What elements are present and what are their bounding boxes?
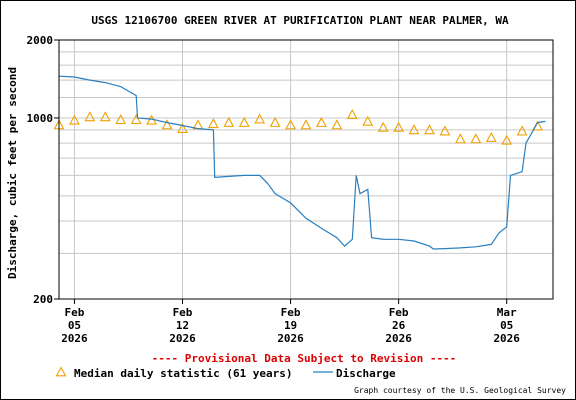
median-marker [393, 121, 405, 132]
x-tick-label: 05 [68, 319, 81, 332]
y-tick-label: 2000 [27, 34, 54, 47]
x-tick-label: 2026 [169, 332, 196, 345]
x-tick-label: 2026 [61, 332, 88, 345]
chart-title: USGS 12106700 GREEN RIVER AT PURIFICATIO… [91, 14, 509, 27]
median-marker [84, 111, 96, 122]
median-marker [130, 114, 142, 125]
median-marker [439, 125, 451, 136]
median-marker [362, 115, 374, 126]
median-marker [223, 116, 235, 127]
median-marker [346, 108, 358, 120]
median-marker [69, 114, 80, 125]
x-tick-label: Feb [65, 306, 85, 319]
x-tick-label: 12 [176, 319, 189, 332]
x-tick-label: 19 [284, 319, 297, 332]
median-marker [316, 116, 327, 127]
x-tick-label: 05 [500, 319, 513, 332]
tick-labels: 20010002000Feb052026Feb122026Feb192026Fe… [27, 34, 521, 345]
provisional-notice: ---- Provisional Data Subject to Revisio… [152, 352, 457, 365]
x-tick-label: Feb [281, 306, 301, 319]
x-tick-label: 2026 [277, 332, 304, 345]
median-marker [285, 119, 296, 130]
y-tick-label: 200 [33, 293, 53, 306]
median-marker [485, 131, 497, 142]
x-tick-label: Feb [389, 306, 409, 319]
plot-border [58, 39, 554, 300]
median-marker [269, 116, 281, 127]
legend-discharge-label: Discharge [336, 367, 396, 380]
median-marker [300, 119, 312, 130]
x-tick-label: Mar [497, 306, 517, 319]
median-marker [408, 124, 420, 135]
median-marker [115, 114, 127, 125]
median-marker [331, 119, 343, 130]
legend-median-label: Median daily statistic (61 years) [74, 367, 293, 380]
median-marker [161, 119, 173, 130]
x-tick-label: 2026 [385, 332, 412, 345]
median-marker [99, 111, 111, 122]
legend-median-marker [55, 366, 67, 377]
median-marker [454, 133, 466, 144]
median-marker [470, 133, 482, 144]
median-marker [377, 121, 389, 132]
series-layer [53, 75, 546, 250]
median-marker [254, 113, 266, 124]
median-marker [177, 122, 188, 133]
x-tick-label: 2026 [493, 332, 520, 345]
discharge-line [58, 75, 546, 250]
median-marker [516, 125, 528, 136]
grid [59, 40, 553, 299]
median-marker [207, 118, 219, 129]
y-tick-label: 1000 [27, 112, 54, 125]
x-tick-label: Feb [173, 306, 193, 319]
x-tick-label: 26 [392, 319, 406, 332]
median-marker [424, 124, 435, 135]
median-marker [501, 134, 513, 145]
median-marker [238, 116, 250, 127]
legend: Median daily statistic (61 years) Dischar… [55, 366, 396, 380]
credit-text: Graph courtesy of the U.S. Geological Su… [354, 386, 566, 395]
y-axis-label: Discharge, cubic feet per second [6, 67, 19, 279]
